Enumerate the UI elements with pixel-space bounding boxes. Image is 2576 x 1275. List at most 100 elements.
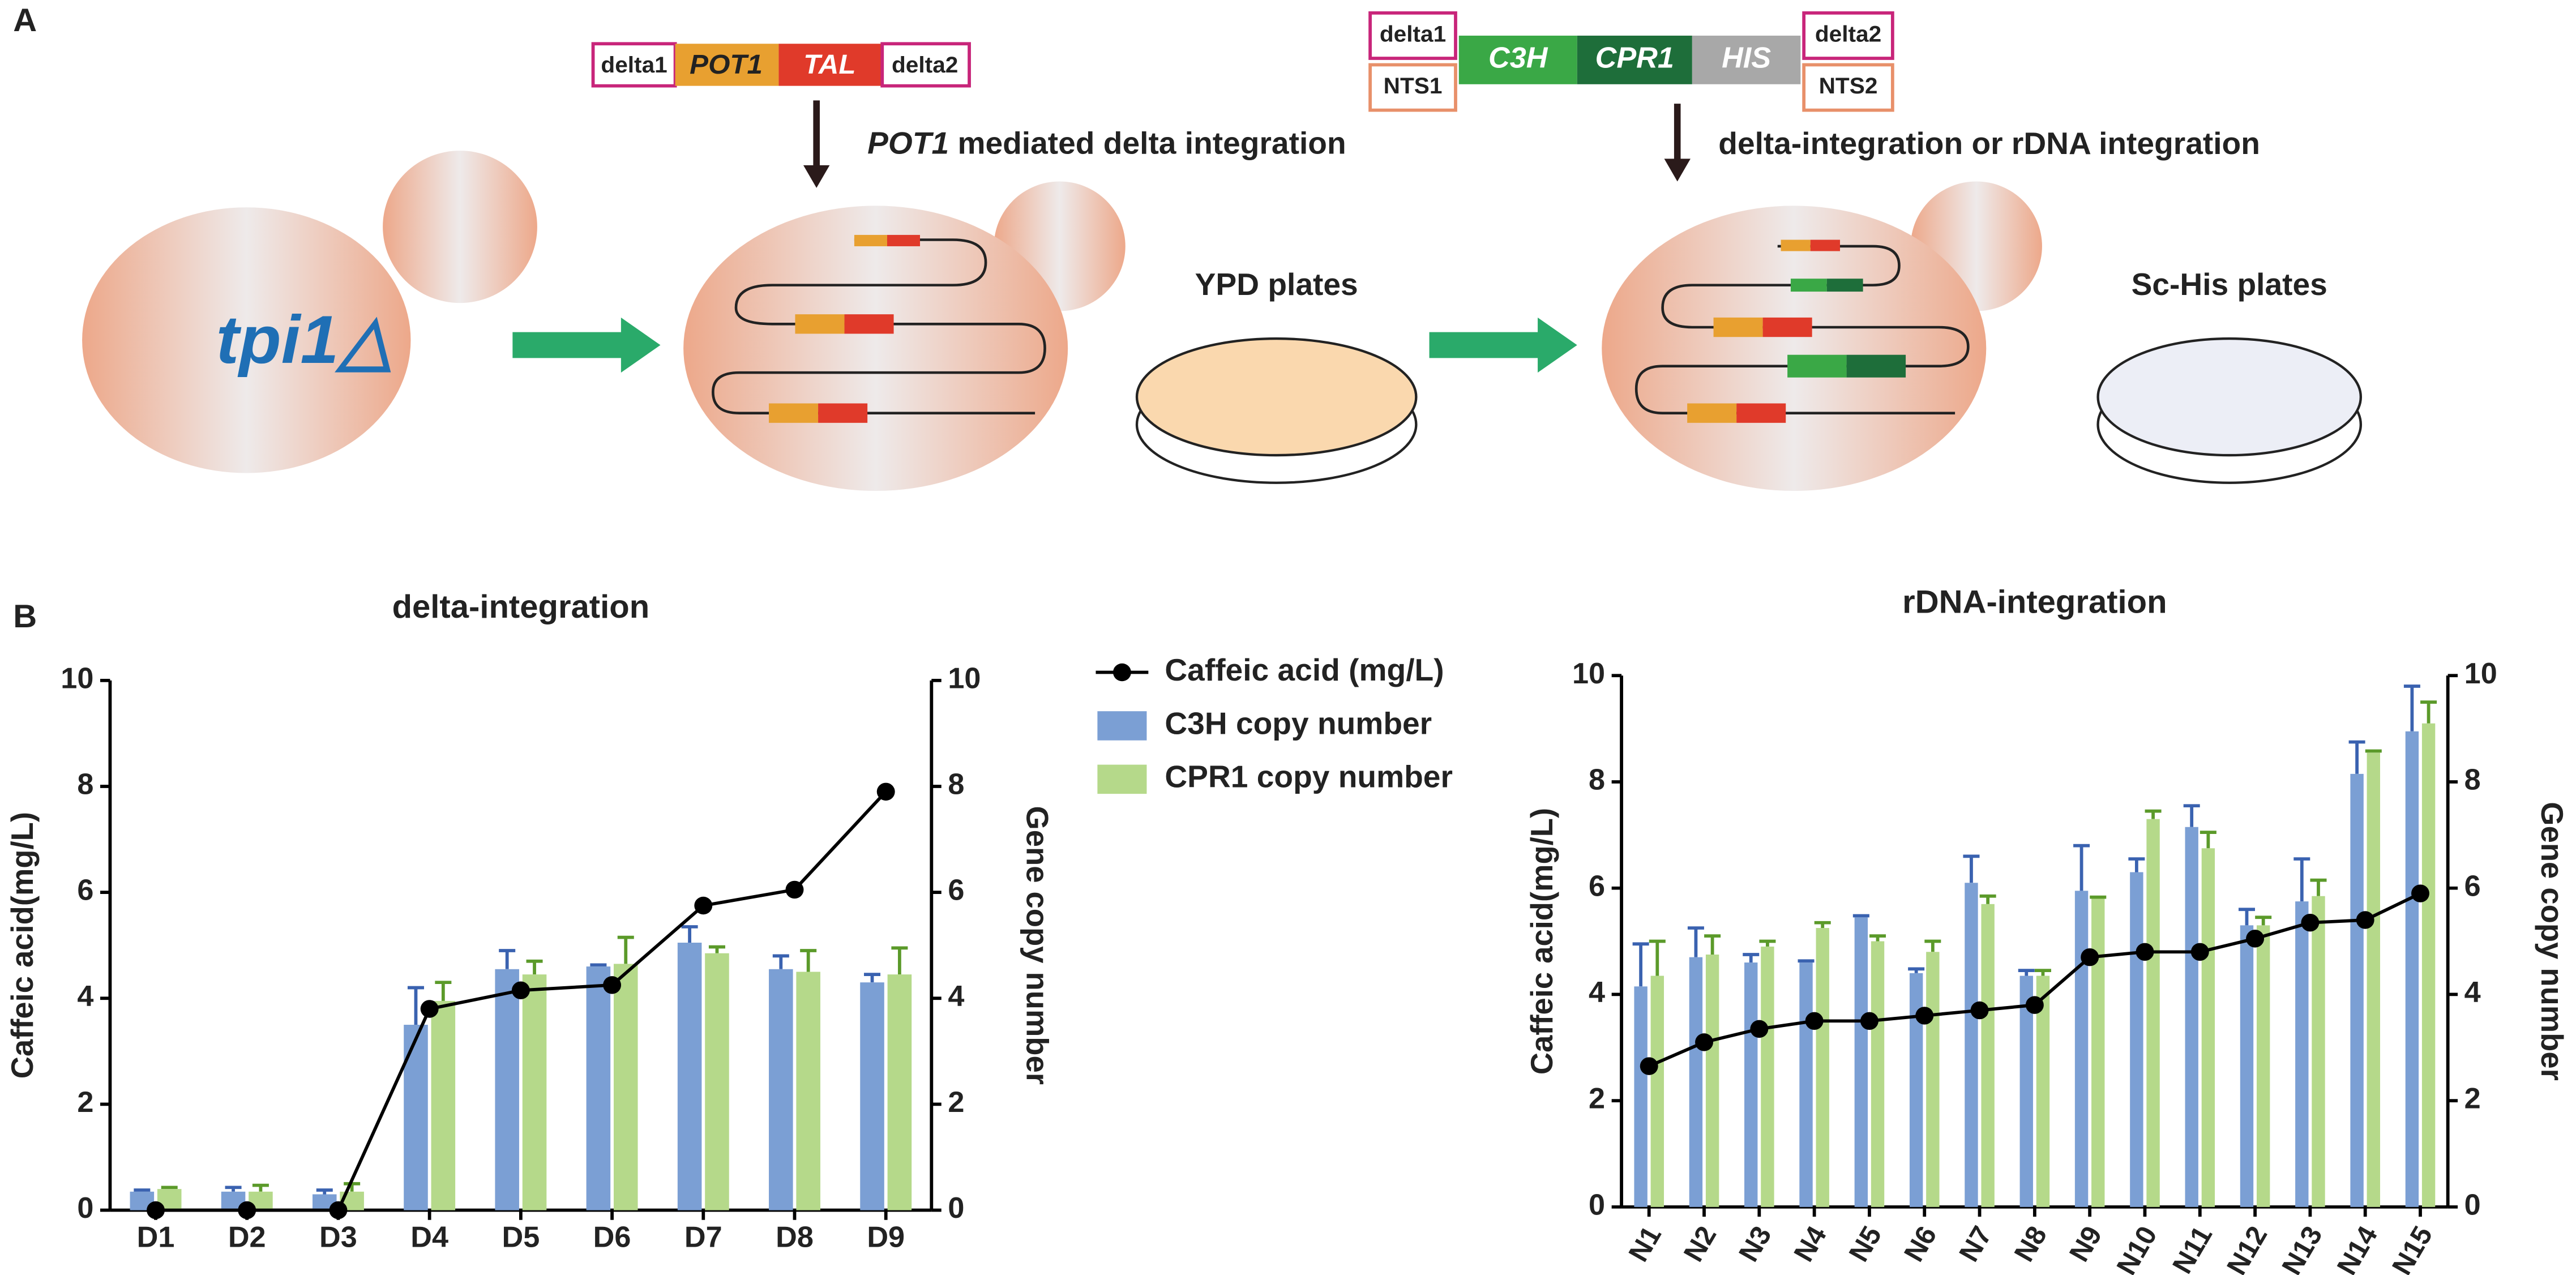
x-tick-label: D1: [137, 1221, 175, 1253]
line-marker: [1750, 1020, 1769, 1038]
y2-axis-title: Gene copy number: [2535, 802, 2570, 1080]
y2-tick-label: 8: [2464, 763, 2481, 796]
x-tick-label: N14: [2331, 1221, 2384, 1275]
box: [675, 44, 779, 86]
error-bar: [435, 981, 452, 1001]
bar: [2074, 891, 2089, 1207]
error-bar: [526, 959, 543, 975]
y2-tick-label: 4: [948, 979, 964, 1012]
chart-title: rDNA-integration: [1902, 584, 2167, 621]
x-tick-label: N13: [2277, 1221, 2329, 1275]
error-bar: [2090, 895, 2107, 899]
arrow-label-part: POT1: [867, 126, 949, 161]
bar: [2421, 723, 2436, 1207]
error-bar: [2310, 878, 2327, 896]
error-bar: [864, 973, 881, 983]
y2-tick-label: 2: [2464, 1082, 2481, 1115]
box-label: C3H: [1488, 41, 1548, 74]
bar: [677, 943, 702, 1210]
bar: [1816, 928, 1829, 1207]
insert: [844, 314, 894, 334]
arrow-label: delta-integration or rDNA integration: [1718, 126, 2260, 161]
bar: [2295, 901, 2309, 1207]
error-bar: [2183, 804, 2200, 827]
line-marker: [694, 896, 713, 915]
box-label: delta2: [1815, 21, 1881, 47]
box: [1368, 11, 1457, 60]
y-tick-label: 10: [1572, 657, 1605, 690]
line-marker: [2190, 943, 2209, 961]
insert: [1781, 239, 1811, 251]
line-marker: [1860, 1012, 1878, 1030]
error-bar: [891, 946, 908, 975]
x-tick-label: D9: [867, 1221, 905, 1253]
error-bar: [800, 949, 817, 972]
error-bar: [1798, 959, 1815, 963]
bud: [383, 151, 537, 303]
box-label: delta1: [1380, 21, 1446, 47]
y-axis-title: Caffeic acid(mg/L): [1524, 808, 1559, 1075]
construct: delta1 POT1 TAL delta2: [591, 42, 971, 88]
x-tick-label: D5: [502, 1221, 540, 1253]
line-marker: [2081, 948, 2099, 966]
bar: [2256, 925, 2270, 1207]
insert: [1846, 354, 1906, 378]
x-tick-label: N11: [2167, 1221, 2218, 1275]
bar: [522, 974, 547, 1210]
legend-swatch: [1097, 764, 1147, 794]
insert: [1790, 279, 1827, 292]
y-tick-label: 8: [1589, 763, 1605, 796]
box: [1577, 35, 1692, 84]
bar: [1634, 986, 1648, 1207]
plate-label: YPD plates: [1195, 267, 1358, 302]
bar: [2185, 827, 2198, 1207]
line-marker: [1805, 1012, 1824, 1030]
x-tick-label: N2: [1678, 1221, 1723, 1267]
arrow-head: [803, 165, 830, 188]
error-bar: [316, 1188, 333, 1195]
error-bar: [1979, 894, 1996, 904]
error-bar: [681, 925, 698, 943]
line-marker: [329, 1201, 348, 1220]
y2-tick-label: 6: [2464, 870, 2481, 902]
insert: [1762, 317, 1812, 337]
error-bar: [772, 954, 789, 969]
line-marker: [603, 976, 622, 994]
chart-title: delta-integration: [392, 589, 650, 625]
error-bar: [2420, 700, 2437, 724]
bar: [1799, 962, 1813, 1207]
bar: [2019, 975, 2033, 1207]
legend-swatch: [1112, 663, 1131, 682]
bar: [2312, 896, 2325, 1207]
x-tick-label: N12: [2221, 1221, 2273, 1275]
bar: [1689, 957, 1703, 1207]
y-tick-label: 6: [77, 874, 93, 906]
panel-label: B: [13, 599, 37, 635]
box: [1802, 11, 1894, 60]
x-tick-label: N15: [2386, 1221, 2438, 1275]
cell: [683, 206, 1068, 491]
y2-tick-label: 2: [948, 1085, 964, 1118]
y-tick-label: 10: [61, 662, 93, 695]
line-marker: [1640, 1057, 1658, 1075]
line-marker: [1695, 1033, 1713, 1051]
error-bar: [2200, 831, 2216, 849]
x-tick-label: D7: [684, 1221, 722, 1253]
cell: [82, 207, 411, 473]
insert: [1787, 354, 1847, 378]
insert: [818, 403, 868, 423]
error-bar: [1759, 939, 1776, 947]
chromosome: [1634, 245, 1970, 414]
line-marker: [2356, 911, 2374, 929]
error-bar: [2365, 749, 2382, 753]
legend-swatch: [1097, 711, 1147, 741]
legend-label: CPR1 copy number: [1165, 759, 1453, 794]
bar: [705, 953, 729, 1210]
box: [778, 44, 883, 86]
error-bar: [407, 986, 424, 1025]
insert: [1826, 279, 1863, 292]
y-tick-label: 4: [77, 979, 93, 1012]
error-bar: [1869, 934, 1886, 942]
box-label: POT1: [690, 49, 763, 80]
line-marker: [1915, 1007, 1934, 1025]
